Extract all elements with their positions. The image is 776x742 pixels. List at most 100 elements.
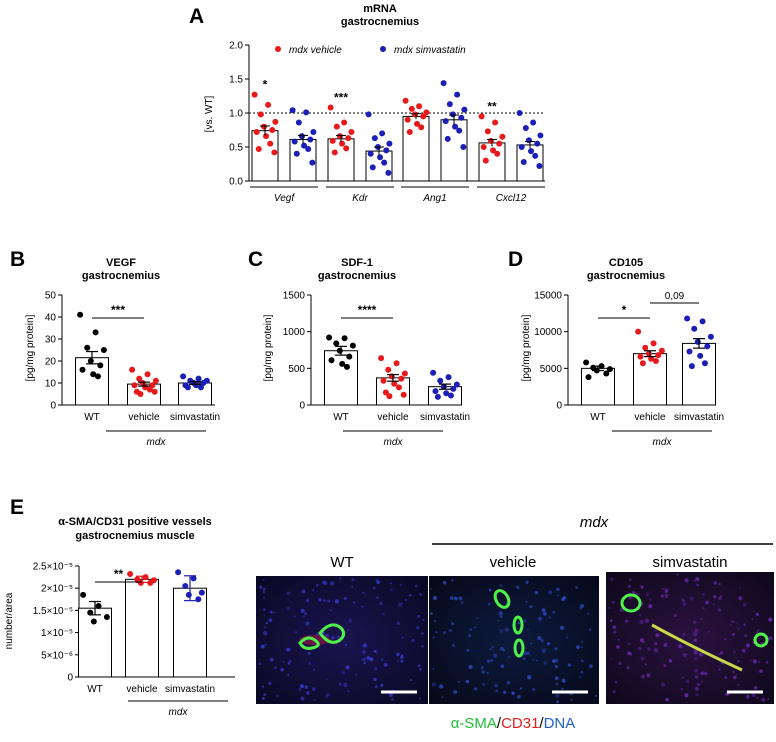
- nucleus-speck: [695, 693, 699, 697]
- nucleus-speck: [555, 694, 560, 698]
- nucleus-speck: [713, 595, 717, 599]
- data-point: [146, 386, 153, 393]
- data-point: [377, 154, 384, 161]
- nucleus-speck: [313, 668, 315, 671]
- nucleus-speck: [344, 643, 348, 647]
- nucleus-speck: [612, 690, 616, 694]
- x-tick-label: WT: [84, 412, 100, 423]
- legend-label-simvastatin: mdx simvastatin: [394, 45, 466, 56]
- nucleus-speck: [302, 615, 306, 618]
- nucleus-speck: [700, 617, 703, 620]
- panel-b-title-line2: gastrocnemius: [82, 270, 160, 282]
- micrograph-wt-vessel-2: [318, 623, 346, 644]
- nucleus-speck: [626, 665, 630, 670]
- nucleus-speck: [646, 673, 651, 678]
- nucleus-speck: [614, 681, 618, 684]
- data-point: [331, 149, 338, 156]
- nucleus-speck: [570, 698, 573, 701]
- data-point: [537, 132, 544, 139]
- nucleus-speck: [684, 578, 689, 583]
- nucleus-speck: [736, 683, 740, 687]
- nucleus-speck: [609, 577, 614, 582]
- nucleus-speck: [663, 663, 667, 667]
- nucleus-speck: [494, 683, 499, 688]
- y-tick-label: 1×10⁻⁵: [41, 628, 73, 639]
- data-point: [386, 393, 393, 400]
- data-point: [606, 366, 613, 373]
- bar: [440, 119, 468, 182]
- data-point: [251, 91, 258, 98]
- panel-b-letter: B: [10, 248, 25, 271]
- nucleus-speck: [561, 597, 565, 602]
- nucleus-speck: [685, 679, 690, 684]
- x-tick-label: Ang1: [422, 193, 446, 204]
- nucleus-speck: [617, 638, 620, 641]
- data-point: [346, 353, 353, 360]
- data-point: [310, 129, 317, 136]
- data-point: [272, 118, 279, 125]
- nucleus-speck: [682, 632, 686, 637]
- nucleus-speck: [579, 603, 585, 609]
- nucleus-speck: [419, 593, 422, 596]
- x-tick-label: WT: [590, 412, 606, 423]
- panel-d-mdx-label: mdx: [653, 437, 673, 448]
- nucleus-speck: [381, 658, 384, 661]
- data-point: [635, 328, 642, 335]
- data-point: [137, 391, 144, 397]
- nucleus-speck: [609, 619, 613, 623]
- nucleus-speck: [499, 629, 504, 633]
- nucleus-speck: [637, 646, 642, 651]
- nucleus-speck: [718, 653, 721, 656]
- x-tick-label: simvastatin: [674, 412, 724, 423]
- nucleus-speck: [270, 610, 273, 614]
- data-point: [691, 325, 698, 332]
- nucleus-speck: [719, 651, 724, 655]
- x-tick-label: vehicle: [126, 684, 158, 695]
- data-point: [423, 109, 430, 116]
- nucleus-speck: [611, 600, 615, 604]
- significance-label: **: [487, 99, 497, 113]
- data-point: [90, 618, 97, 625]
- nucleus-speck: [499, 584, 503, 587]
- nucleus-speck: [366, 656, 371, 660]
- nucleus-speck: [453, 690, 458, 695]
- x-tick-label: WT: [333, 412, 349, 423]
- nucleus-speck: [676, 573, 679, 576]
- data-point: [642, 344, 649, 351]
- nucleus-speck: [259, 585, 263, 589]
- nucleus-speck: [348, 618, 353, 623]
- data-point: [381, 159, 388, 166]
- nucleus-speck: [323, 580, 328, 586]
- nucleus-speck: [391, 697, 395, 701]
- nucleus-speck: [495, 689, 499, 693]
- nucleus-speck: [347, 629, 350, 631]
- data-point: [416, 103, 423, 110]
- data-point: [129, 366, 136, 373]
- nucleus-speck: [739, 587, 741, 589]
- nucleus-speck: [457, 680, 460, 684]
- y-tick-label: 10000: [534, 327, 562, 338]
- nucleus-speck: [305, 621, 310, 626]
- legend-label-vehicle: mdx vehicle: [289, 45, 342, 56]
- nucleus-speck: [460, 601, 464, 605]
- data-point: [418, 124, 425, 131]
- data-point: [522, 124, 529, 131]
- nucleus-speck: [379, 601, 383, 606]
- nucleus-speck: [466, 649, 470, 653]
- nucleus-speck: [262, 590, 266, 594]
- nucleus-speck: [268, 618, 273, 623]
- data-point: [367, 150, 374, 157]
- nucleus-speck: [504, 627, 509, 632]
- data-point: [348, 129, 355, 136]
- nucleus-speck: [382, 612, 385, 616]
- data-point: [182, 582, 189, 589]
- nucleus-speck: [262, 630, 268, 636]
- nucleus-speck: [552, 659, 556, 663]
- data-point: [449, 111, 456, 118]
- nucleus-speck: [705, 600, 709, 605]
- nucleus-speck: [768, 636, 773, 641]
- nucleus-speck: [422, 619, 425, 622]
- micrograph-vehicle-vessel-3: [513, 638, 525, 658]
- nucleus-speck: [376, 580, 381, 585]
- nucleus-speck: [314, 698, 317, 701]
